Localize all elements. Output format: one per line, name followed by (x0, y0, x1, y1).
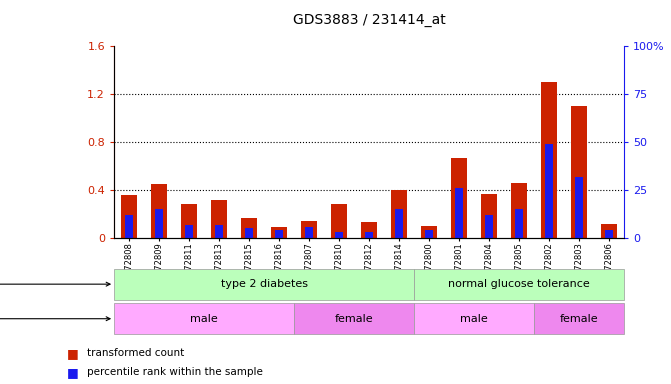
Bar (395, 209, 403, 238)
Bar (605, 230, 613, 238)
Bar (575, 177, 583, 238)
Bar (271, 227, 287, 238)
Bar (151, 184, 167, 238)
Text: gender: gender (0, 314, 110, 324)
Text: percentile rank within the sample: percentile rank within the sample (87, 367, 263, 377)
Bar (414, 269, 624, 300)
Bar (185, 225, 193, 238)
Bar (125, 215, 134, 238)
Bar (425, 230, 433, 238)
Bar (114, 303, 294, 334)
Bar (275, 230, 283, 238)
Bar (211, 200, 227, 238)
Bar (451, 158, 467, 238)
Bar (335, 232, 343, 238)
Bar (305, 227, 313, 238)
Bar (534, 303, 624, 334)
Text: normal glucose tolerance: normal glucose tolerance (448, 279, 590, 289)
Bar (331, 204, 348, 238)
Bar (215, 225, 223, 238)
Bar (541, 82, 558, 238)
Text: female: female (560, 314, 599, 324)
Bar (421, 226, 437, 238)
Bar (601, 223, 617, 238)
Bar (241, 218, 257, 238)
Text: GDS3883 / 231414_at: GDS3883 / 231414_at (293, 13, 446, 27)
Bar (114, 269, 414, 300)
Text: type 2 diabetes: type 2 diabetes (221, 279, 307, 289)
Text: transformed count: transformed count (87, 348, 185, 358)
Bar (391, 190, 407, 238)
Bar (180, 204, 197, 238)
Bar (511, 183, 527, 238)
Bar (414, 303, 534, 334)
Text: male: male (190, 314, 218, 324)
Bar (245, 228, 253, 238)
Bar (571, 106, 587, 238)
Text: disease state: disease state (0, 279, 110, 289)
Bar (455, 188, 463, 238)
Bar (294, 303, 414, 334)
Bar (301, 221, 317, 238)
Bar (155, 209, 163, 238)
Bar (481, 194, 497, 238)
Text: ■: ■ (67, 366, 79, 379)
Bar (545, 144, 553, 238)
Bar (515, 209, 523, 238)
Bar (485, 215, 493, 238)
Text: female: female (335, 314, 373, 324)
Bar (365, 232, 373, 238)
Bar (361, 222, 377, 238)
Bar (121, 195, 138, 238)
Text: male: male (460, 314, 488, 324)
Text: ■: ■ (67, 347, 79, 360)
